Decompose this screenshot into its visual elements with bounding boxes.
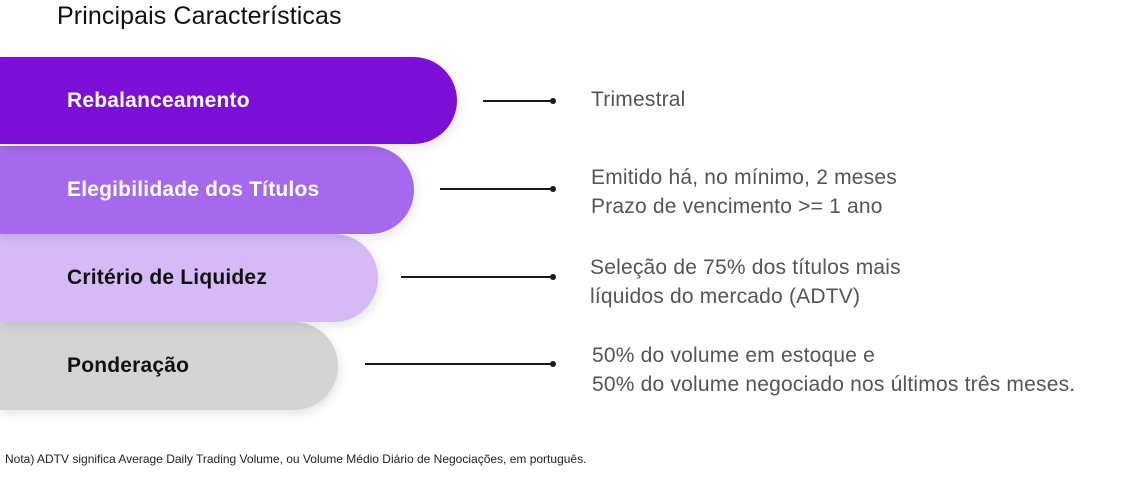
- desc-line: 50% do volume negociado nos últimos três…: [592, 373, 1076, 396]
- pill-rebalanceamento: Rebalanceamento: [0, 57, 457, 144]
- desc-criterio-liquidez: Seleção de 75% dos títulos mais líquidos…: [590, 253, 901, 311]
- pill-elegibilidade: Elegibilidade dos Títulos: [0, 146, 414, 234]
- desc-elegibilidade: Emitido há, no mínimo, 2 meses Prazo de …: [591, 163, 897, 221]
- connector-line-criterio: [401, 273, 556, 280]
- connector-line-elegibilidade: [440, 185, 556, 192]
- connector-dot: [550, 360, 556, 367]
- pill-label: Rebalanceamento: [67, 88, 250, 112]
- desc-line: líquidos do mercado (ADTV): [590, 285, 861, 308]
- pill-label: Ponderação: [67, 354, 190, 377]
- desc-line: Prazo de vencimento >= 1 ano: [591, 195, 883, 218]
- connector-dot: [550, 185, 556, 192]
- pill-criterio-liquidez: Critério de Liquidez: [0, 234, 378, 322]
- page-title: Principais Características: [57, 2, 342, 30]
- desc-line: Emitido há, no mínimo, 2 meses: [591, 166, 897, 189]
- desc-line: 50% do volume em estoque e: [592, 344, 876, 367]
- desc-rebalanceamento: Trimestral: [591, 85, 686, 114]
- connector-dot: [550, 97, 556, 104]
- desc-ponderacao: 50% do volume em estoque e 50% do volume…: [592, 341, 1075, 399]
- footnote: Nota) ADTV significa Average Daily Tradi…: [5, 452, 587, 466]
- desc-line: Seleção de 75% dos títulos mais: [590, 256, 901, 279]
- pill-label: Critério de Liquidez: [67, 266, 268, 289]
- connector-line-ponderacao: [365, 360, 556, 367]
- desc-line: Trimestral: [591, 88, 686, 111]
- pill-ponderacao: Ponderação: [0, 322, 338, 410]
- connector-dot: [550, 273, 556, 280]
- connector-line-rebalanceamento: [483, 97, 556, 104]
- pill-label: Elegibilidade dos Títulos: [67, 178, 320, 201]
